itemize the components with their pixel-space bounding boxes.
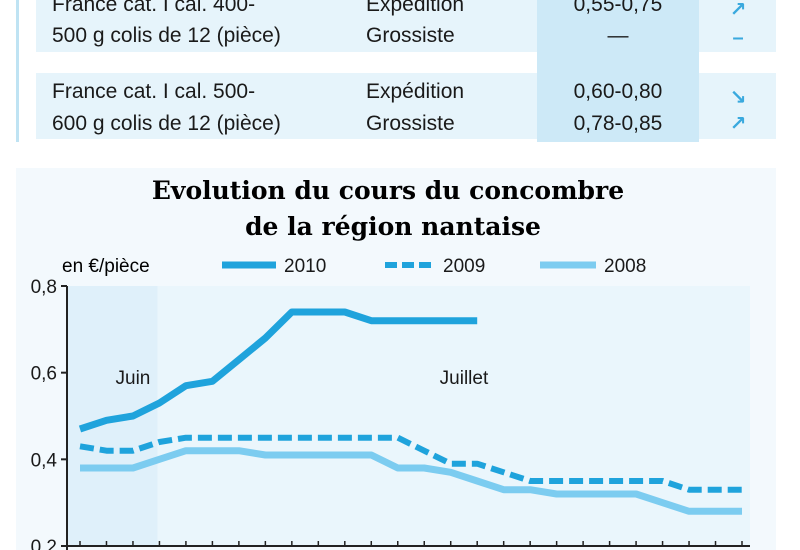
table-left-rule [16, 0, 19, 142]
y-tick-label: 0,4 [31, 450, 58, 471]
chart-title-line2: de la région nantaise [245, 212, 541, 241]
month-label: Juin [116, 368, 151, 389]
legend-label-2010: 2010 [284, 256, 326, 277]
y-tick-label: 0,6 [31, 364, 57, 385]
row1-stage-line2: Grossiste [366, 24, 455, 47]
trend-up-icon: ↗ [729, 113, 747, 135]
trend-up-icon: ↗ [729, 0, 747, 21]
series-line-2010 [78, 308, 478, 433]
price-column-band [537, 0, 699, 142]
series-line-2008 [80, 447, 742, 515]
plot-background [67, 286, 750, 546]
chart-legend: 2010 2009 2008 [222, 256, 646, 277]
month-label: Juillet [440, 368, 489, 389]
legend-label-2008: 2008 [604, 256, 646, 277]
plot-area: 0,2 0,4 0,6 0,8 Juin Juillet [31, 277, 750, 550]
row1-price-line2: — [607, 24, 629, 47]
row2-product-line1: France cat. I cal. 500- [52, 80, 256, 103]
price-table: France cat. I cal. 400- 500 g colis de 1… [0, 0, 800, 152]
row1-product-line2: 500 g colis de 12 (pièce) [52, 24, 281, 47]
trend-flat-icon: – [732, 27, 744, 49]
row2-stage-line1: Expédition [366, 80, 465, 103]
row2-price-line2: 0,78-0,85 [573, 112, 663, 135]
y-tick-label: 0,8 [31, 277, 57, 298]
series-line-2009 [79, 434, 742, 493]
row2-price-line1: 0,60-0,80 [573, 80, 663, 103]
trend-down-icon: ↘ [729, 87, 747, 109]
row1-price-line1: 0,55-0,75 [573, 0, 663, 16]
chart-title-line1: Evolution du cours du concombre [152, 176, 624, 205]
row2-product-line2: 600 g colis de 12 (pièce) [52, 112, 281, 135]
unit-label: en €/pièce [62, 256, 150, 277]
row1-stage-line1: Expédition [366, 0, 465, 16]
row1-product-line1: France cat. I cal. 400- [52, 0, 256, 16]
y-tick-label: 0,2 [31, 537, 57, 550]
row2-stage-line2: Grossiste [366, 112, 455, 135]
legend-label-2009: 2009 [443, 256, 485, 277]
